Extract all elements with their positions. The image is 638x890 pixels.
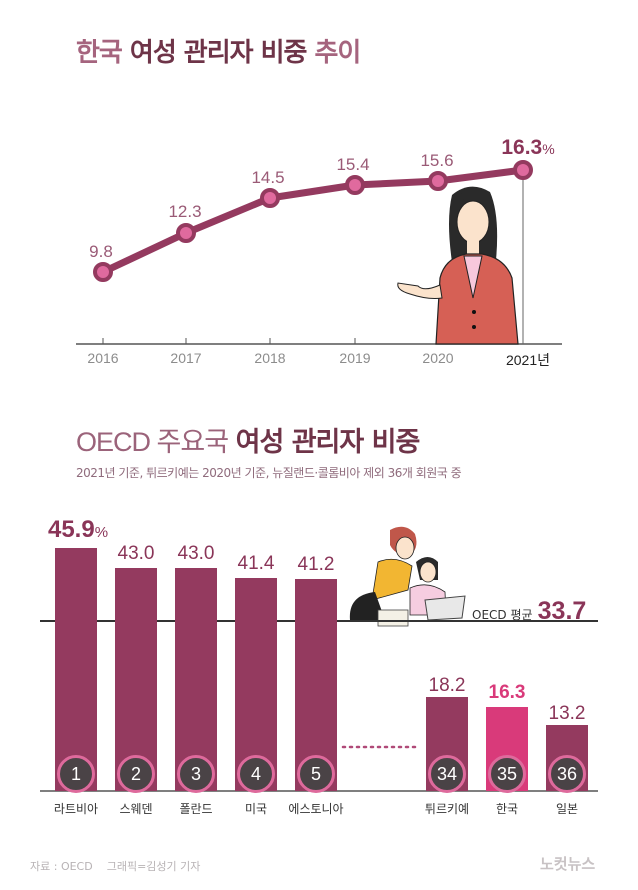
bar-value: 18.2 — [428, 675, 466, 696]
bar-value: 41.4 — [237, 553, 275, 574]
x-tick-label: 2016 — [87, 350, 119, 366]
presenter-woman-illustration — [397, 186, 519, 345]
bar-value-highlight: 16.3 — [488, 682, 526, 703]
category-label: 라트비아 — [53, 802, 99, 816]
point-label: 15.4 — [336, 155, 370, 174]
rank-badge: 36 — [548, 755, 586, 793]
rank-badge: 2 — [117, 755, 155, 793]
point-label: 12.3 — [168, 202, 202, 221]
bar-chart-subtitle: 2021년 기준, 튀르키예는 2020년 기준, 뉴질랜드·콜롬비아 제외 3… — [76, 466, 462, 480]
x-tick-label: 2020 — [422, 350, 454, 366]
x-tick-label: 2018 — [254, 350, 286, 366]
rank-badge: 1 — [57, 755, 95, 793]
bar-latvia — [55, 548, 97, 791]
trend-line — [101, 166, 524, 276]
office-women-illustration — [349, 526, 466, 627]
rank-badge: 3 — [177, 755, 215, 793]
category-label: 에스토니아 — [288, 802, 344, 816]
bar-value: 13.2 — [548, 703, 586, 724]
category-label: 스웨덴 — [119, 802, 153, 816]
bar-value: 41.2 — [297, 554, 335, 575]
rank-badge: 5 — [297, 755, 335, 793]
publisher-logo: 노컷뉴스 — [540, 855, 596, 873]
x-tick-label: 2019 — [339, 350, 371, 366]
point-label: 9.8 — [89, 242, 113, 261]
line-chart-title: 한국 여성 관리자 비중 추이 — [76, 38, 361, 68]
rank-badge: 34 — [428, 755, 466, 793]
x-tick-label: 2021년 — [505, 352, 551, 368]
bar-value: 43.0 — [177, 543, 215, 564]
bar-value: 43.0 — [117, 543, 155, 564]
bar-poland — [175, 568, 217, 791]
category-label: 한국 — [495, 802, 519, 816]
line-chart — [76, 160, 562, 345]
source-credit: 자료 : OECD 그래픽=김성기 기자 — [30, 860, 201, 873]
bar-value: 45.9% — [47, 516, 109, 543]
oecd-average-label: OECD 평균 33.7 — [472, 597, 587, 625]
category-label: 일본 — [555, 802, 579, 816]
point-label: 15.6 — [420, 151, 454, 170]
category-label: 튀르키예 — [424, 802, 470, 816]
category-label: 미국 — [244, 802, 268, 816]
rank-badge: 4 — [237, 755, 275, 793]
category-label: 폴란드 — [179, 802, 213, 816]
line-markers — [93, 160, 533, 282]
point-label-highlight: 16.3% — [501, 136, 555, 159]
rank-badge: 35 — [488, 755, 526, 793]
bar-chart-title: OECD 주요국 여성 관리자 비중 — [76, 427, 420, 458]
bar-sweden — [115, 568, 157, 791]
x-tick-label: 2017 — [170, 350, 202, 366]
point-label: 14.5 — [251, 168, 285, 187]
